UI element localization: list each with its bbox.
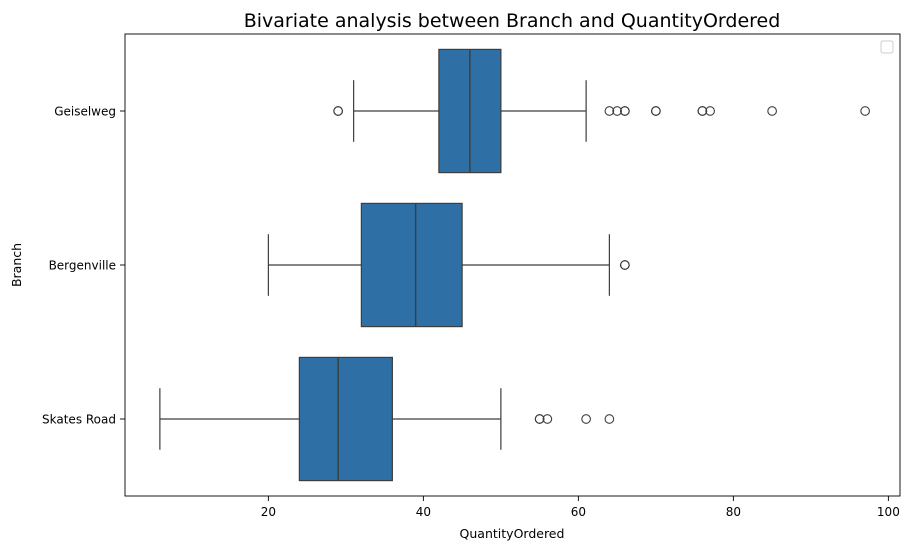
y-tick-label: Geiselweg (54, 105, 116, 119)
outlier-point (620, 106, 630, 116)
outlier-point (542, 414, 553, 424)
legend-box (880, 40, 894, 54)
outlier-point (767, 106, 777, 116)
chart-title: Bivariate analysis between Branch and Qu… (244, 10, 781, 32)
y-axis-ticks: Geiselweg Bergenville Skates Road (42, 105, 125, 427)
outlier-point (604, 106, 615, 116)
outlier-point (534, 414, 545, 424)
x-tick-label: 100 (877, 505, 900, 519)
outlier-point (705, 106, 715, 116)
x-axis-ticks: 20 40 60 80 100 (261, 496, 900, 519)
x-tick-label: 60 (571, 505, 586, 519)
outlier-point (333, 106, 343, 116)
outlier-point (651, 106, 661, 116)
box-group-skates-road (159, 356, 615, 482)
x-tick-label: 20 (261, 505, 276, 519)
y-axis-label: Branch (9, 243, 24, 287)
box-group-geiselweg (333, 48, 870, 174)
outlier-point (612, 106, 622, 116)
box-group-bergenville (267, 202, 630, 328)
outlier-point (620, 260, 630, 270)
outlier-point (860, 106, 870, 116)
y-tick-label: Skates Road (42, 413, 116, 427)
plot-area (159, 48, 870, 482)
outlier-point (581, 414, 591, 424)
outlier-point (604, 414, 615, 424)
iqr-box (298, 356, 393, 482)
iqr-box (360, 202, 463, 328)
y-tick-label: Bergenville (49, 259, 116, 273)
outlier-point (697, 106, 708, 116)
x-tick-label: 40 (416, 505, 431, 519)
x-axis-label: QuantityOrdered (460, 526, 565, 541)
x-tick-label: 80 (726, 505, 741, 519)
